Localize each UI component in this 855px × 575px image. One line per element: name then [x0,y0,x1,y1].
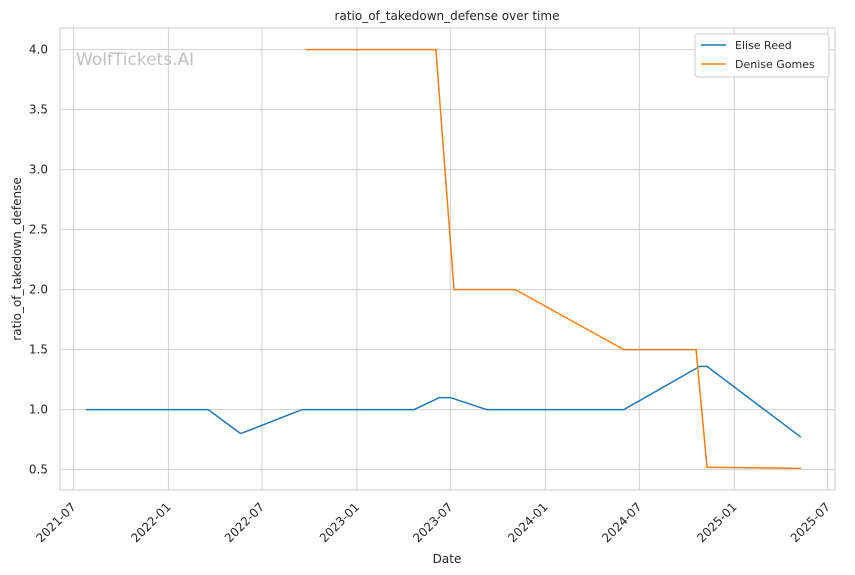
series-line-denise-gomes [305,48,801,470]
y-tick-label: 3.5 [29,103,48,117]
x-tick-label: 2022-01 [128,500,173,545]
legend-label-elise-reed: Elise Reed [735,39,792,52]
x-tick-label: 2024-01 [505,500,550,545]
y-tick-label: 4.0 [29,43,48,57]
watermark: WolfTickets.AI [76,50,194,70]
x-axis-label: Date [433,552,462,566]
x-tick-label: 2024-07 [599,500,644,545]
y-tick-label: 1.5 [29,343,48,357]
y-tick-labels: 0.5 1.0 1.5 2.0 2.5 3.0 3.5 4.0 [29,43,48,477]
series-lines [85,48,802,470]
y-tick-label: 1.0 [29,403,48,417]
grid [60,28,835,490]
y-tick-label: 3.0 [29,163,48,177]
x-tick-label: 2022-07 [222,500,267,545]
y-tick-label: 2.5 [29,223,48,237]
y-tick-label: 0.5 [29,463,48,477]
y-axis-label: ratio_of_takedown_defense [10,177,24,340]
legend-box [694,33,830,78]
x-tick-labels: 2021-07 2022-01 2022-07 2023-01 2023-07 2024-… [33,500,833,545]
chart-title: ratio_of_takedown_defense over time [335,9,560,23]
legend-label-denise-gomes: Denise Gomes [735,58,815,71]
x-tick-label: 2023-01 [317,500,362,545]
y-tick-label: 2.0 [29,283,48,297]
x-tick-label: 2021-07 [33,500,78,545]
plot-frame [59,27,836,491]
x-tick-label: 2025-01 [694,500,739,545]
x-tick-label: 2023-07 [410,500,455,545]
legend: Elise Reed Denise Gomes [694,33,830,78]
series-line-elise-reed [85,365,802,438]
x-tick-label: 2025-07 [788,500,833,545]
